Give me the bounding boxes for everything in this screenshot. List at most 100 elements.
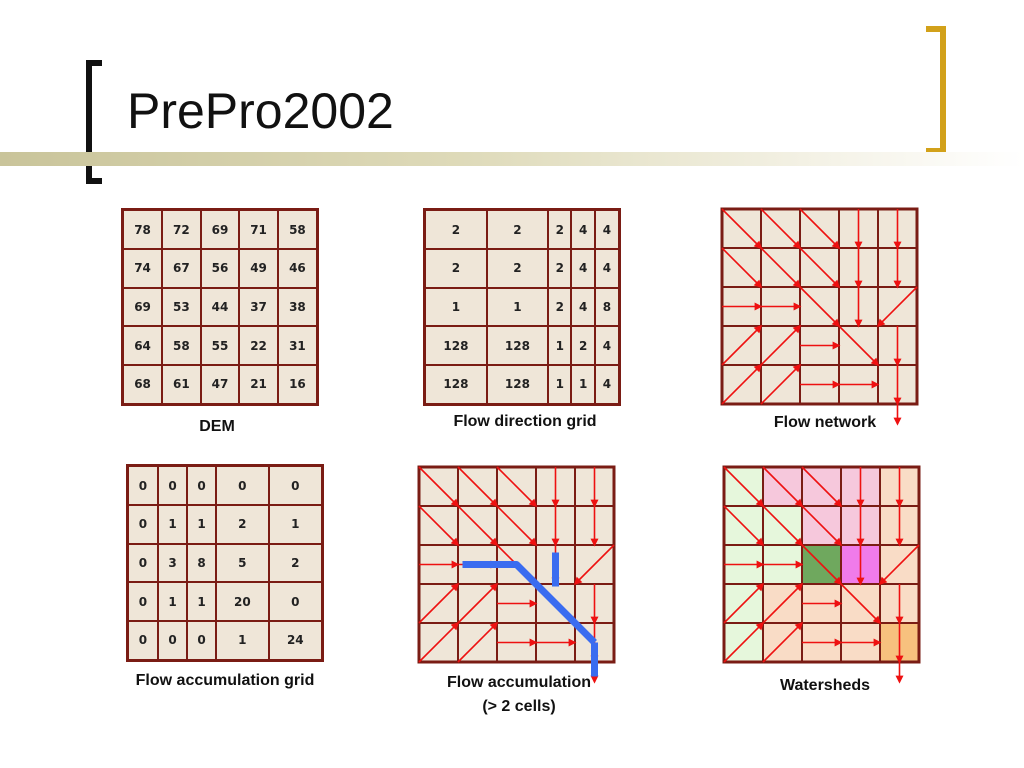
flow-arrow — [457, 621, 499, 663]
flow-arrow — [760, 363, 802, 405]
flow-arrow — [723, 582, 765, 624]
grid-cell: 128 — [423, 325, 488, 366]
grid-cell: 4 — [593, 248, 621, 289]
grid-cell: 0 — [186, 619, 218, 662]
grid-cell: 128 — [485, 325, 550, 366]
grid-cell: 44 — [199, 286, 241, 328]
grid-cell: 1 — [156, 581, 189, 622]
grid-cell: 68 — [121, 363, 164, 406]
grid-cell: 1 — [156, 504, 189, 545]
grid-cell: 4 — [570, 208, 596, 251]
grid-cell: 4 — [570, 286, 596, 328]
grid-cell: 0 — [126, 504, 159, 545]
grid-row: 0 1 1 20 0 — [126, 581, 324, 622]
flow-arrow — [418, 621, 460, 663]
flow-accumulation-grid-caption: Flow accumulation grid — [135, 672, 315, 689]
grid-cell: 0 — [267, 464, 324, 507]
right-bracket-decoration — [926, 26, 946, 154]
grid-cell: 49 — [238, 248, 279, 289]
flow-network-diagram — [720, 207, 919, 426]
grid-cell: 8 — [593, 286, 621, 328]
grid-cell: 2 — [267, 542, 324, 584]
grid-row: 68 61 47 21 16 — [121, 363, 319, 406]
grid-cell: 24 — [267, 619, 324, 662]
grid-cell: 53 — [161, 286, 202, 328]
flow-accumulation-diagram — [417, 465, 616, 684]
grid-cell: 5 — [215, 542, 270, 584]
grid-cell: 69 — [199, 208, 241, 251]
grid-cell: 4 — [593, 363, 621, 406]
grid-cell: 46 — [276, 248, 319, 289]
flow-network-caption: Flow network — [773, 414, 877, 431]
grid-row: 128 128 1 2 4 — [423, 325, 621, 366]
flow-arrow — [723, 621, 765, 663]
grid-cell: 69 — [121, 286, 164, 328]
grid-cell: 1 — [485, 286, 550, 328]
watersheds-caption: Watersheds — [779, 677, 871, 694]
flow-arrow — [801, 466, 843, 508]
flow-direction-grid: 2 2 2 4 4 2 2 2 4 4 1 1 2 4 8 128 128 1 2 4 128 128 1 1 4 — [423, 208, 621, 406]
flow-arrow — [721, 247, 763, 289]
flow-arrow — [762, 505, 804, 547]
left-bracket-decoration — [86, 60, 102, 184]
flow-arrow — [721, 208, 763, 250]
flow-arrow — [760, 324, 802, 366]
flow-arrow — [878, 544, 920, 586]
grid-cell: 0 — [267, 581, 324, 622]
grid-cell: 22 — [238, 325, 279, 366]
grid-cell: 37 — [238, 286, 279, 328]
grid-cell: 1 — [186, 581, 218, 622]
grid-cell: 74 — [121, 248, 164, 289]
grid-cell: 1 — [186, 504, 218, 545]
flow-accumulation-caption-line2: (> 2 cells) — [482, 698, 556, 715]
grid-row: 69 53 44 37 38 — [121, 286, 319, 328]
watersheds-diagram — [722, 465, 921, 684]
grid-cell: 0 — [126, 581, 159, 622]
grid-row: 0 0 0 1 24 — [126, 619, 324, 662]
grid-cell: 2 — [485, 208, 550, 251]
grid-cell: 2 — [485, 248, 550, 289]
flow-arrow — [496, 466, 538, 508]
grid-cell: 78 — [121, 208, 164, 251]
grid-cell: 4 — [570, 248, 596, 289]
flow-arrow — [723, 466, 765, 508]
grid-cell: 8 — [186, 542, 218, 584]
grid-cell: 4 — [593, 208, 621, 251]
flow-arrow — [762, 621, 804, 663]
grid-cell: 64 — [121, 325, 164, 366]
dem-grid: 78 72 69 71 58 74 67 56 49 46 69 53 44 37 38 64 58 55 22 31… — [121, 208, 319, 406]
grid-cell: 67 — [161, 248, 202, 289]
grid-cell: 0 — [126, 464, 159, 507]
grid-cell: 47 — [199, 363, 241, 406]
grid-cell: 16 — [276, 363, 319, 406]
grid-cell: 2 — [570, 325, 596, 366]
grid-cell: 72 — [161, 208, 202, 251]
flow-accumulation-caption-line1: Flow accumulation — [446, 674, 591, 691]
flow-arrow — [496, 505, 538, 547]
grid-cell: 128 — [485, 363, 550, 406]
grid-cell: 55 — [199, 325, 241, 366]
flow-arrow — [799, 286, 841, 328]
flow-accumulation-grid: 0 0 0 0 0 0 1 1 2 1 0 3 8 5 2 0 1 1 20 0 0 0 0 1 24 — [126, 464, 324, 662]
flow-arrow — [838, 325, 880, 367]
grid-cell: 2 — [547, 208, 573, 251]
flow-arrow — [762, 466, 804, 508]
grid-cell: 1 — [423, 286, 488, 328]
slide-title: PrePro2002 — [127, 83, 394, 139]
flow-arrow — [840, 583, 882, 625]
flow-arrow — [418, 582, 460, 624]
flow-arrow — [721, 363, 763, 405]
flow-direction-caption: Flow direction grid — [453, 413, 597, 430]
flow-arrow — [723, 505, 765, 547]
grid-cell: 31 — [276, 325, 319, 366]
grid-row: 78 72 69 71 58 — [121, 208, 319, 251]
grid-cell: 128 — [423, 363, 488, 406]
grid-cell: 0 — [186, 464, 218, 507]
flow-arrow — [760, 208, 802, 250]
grid-cell: 2 — [547, 248, 573, 289]
